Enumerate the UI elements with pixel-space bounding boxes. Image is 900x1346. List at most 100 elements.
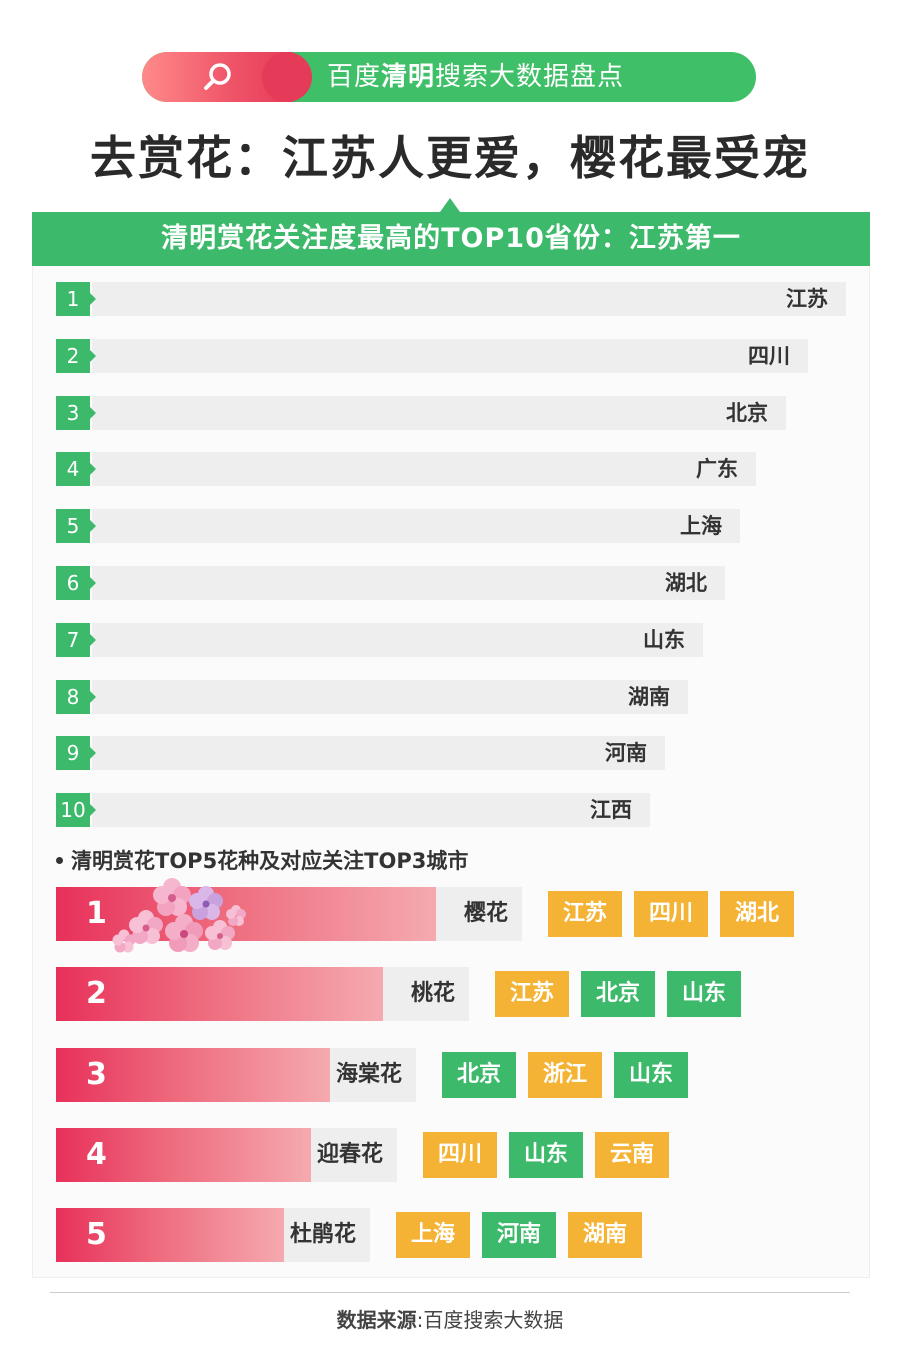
province-row: 7 山东 bbox=[56, 623, 703, 657]
province-row: 10 江西 bbox=[56, 793, 650, 827]
province-bar bbox=[92, 566, 725, 600]
flower-rank-number: 1 bbox=[86, 896, 107, 931]
province-bar bbox=[92, 793, 650, 827]
province-row: 5 上海 bbox=[56, 509, 740, 543]
province-name: 江苏 bbox=[786, 287, 828, 311]
pill-title-prefix: 百度 bbox=[327, 62, 382, 92]
province-rank-badge: 7 bbox=[56, 623, 96, 657]
city-tag: 山东 bbox=[614, 1052, 688, 1098]
city-tag: 湖北 bbox=[720, 891, 794, 937]
blossom bbox=[129, 910, 163, 944]
flower-bar bbox=[56, 1208, 284, 1262]
data-source-separator: : bbox=[416, 1308, 424, 1332]
province-name: 山东 bbox=[643, 628, 685, 652]
data-source-value: 百度搜索大数据 bbox=[423, 1308, 564, 1332]
city-tag: 江苏 bbox=[495, 971, 569, 1017]
city-tag: 云南 bbox=[595, 1132, 669, 1178]
province-row: 9 河南 bbox=[56, 736, 665, 770]
province-name: 江西 bbox=[590, 798, 632, 822]
flower-name: 樱花 bbox=[463, 901, 508, 926]
province-rank-badge: 9 bbox=[56, 736, 96, 770]
province-rank-badge: 6 bbox=[56, 566, 96, 600]
data-source-label: 数据来源 bbox=[336, 1308, 417, 1332]
flower-name: 桃花 bbox=[410, 981, 455, 1006]
city-tag: 河南 bbox=[482, 1212, 556, 1258]
title-pill: 百度清明搜索大数据盘点 bbox=[142, 52, 756, 102]
search-icon bbox=[204, 63, 231, 90]
pill-title-highlight: 清明 bbox=[381, 62, 436, 92]
province-bar bbox=[92, 680, 688, 714]
province-name: 河南 bbox=[605, 741, 647, 765]
city-tag: 北京 bbox=[581, 971, 655, 1017]
province-name: 上海 bbox=[680, 514, 722, 538]
province-bar bbox=[92, 452, 756, 486]
footer-divider bbox=[50, 1292, 850, 1293]
city-tag: 湖南 bbox=[568, 1212, 642, 1258]
bullet-dot bbox=[56, 856, 63, 864]
pill-title-suffix: 搜索大数据盘点 bbox=[435, 62, 625, 92]
flower-bar bbox=[56, 967, 383, 1021]
city-tag: 北京 bbox=[442, 1052, 516, 1098]
flower-row: 2 桃花 江苏 北京 山东 bbox=[56, 967, 836, 1021]
province-rank-badge: 4 bbox=[56, 452, 96, 486]
province-name: 北京 bbox=[726, 401, 768, 425]
flower-bar bbox=[56, 1048, 330, 1102]
flower-section-title: 清明赏花TOP5花种及对应关注TOP3城市 bbox=[56, 846, 468, 876]
city-tag: 四川 bbox=[423, 1132, 497, 1178]
province-row: 1 江苏 bbox=[56, 282, 846, 316]
province-rank-badge: 8 bbox=[56, 680, 96, 714]
flower-rank-number: 4 bbox=[86, 1137, 107, 1172]
province-bar bbox=[92, 623, 703, 657]
city-tag: 江苏 bbox=[548, 891, 622, 937]
province-bar bbox=[92, 736, 665, 770]
province-row: 6 湖北 bbox=[56, 566, 725, 600]
flower-row: 3 海棠花 北京 浙江 山东 bbox=[56, 1048, 836, 1102]
blossom bbox=[165, 914, 203, 952]
province-row: 3 北京 bbox=[56, 396, 786, 430]
blossom bbox=[189, 886, 223, 920]
flower-rank-number: 5 bbox=[86, 1217, 107, 1252]
flower-row: 5 杜鹃花 上海 河南 湖南 bbox=[56, 1208, 836, 1262]
pill-accent-cap bbox=[262, 52, 312, 102]
province-rank-badge: 10 bbox=[56, 793, 96, 827]
flower-name: 杜鹃花 bbox=[289, 1222, 356, 1247]
flower-name: 迎春花 bbox=[316, 1142, 383, 1167]
flower-section-title-text: 清明赏花TOP5花种及对应关注TOP3城市 bbox=[71, 849, 469, 873]
flower-name: 海棠花 bbox=[335, 1062, 402, 1087]
flower-rank-number: 2 bbox=[86, 976, 107, 1011]
blossom bbox=[226, 905, 246, 926]
province-bar bbox=[92, 282, 846, 316]
header-notch bbox=[440, 198, 460, 212]
flower-row: 1 樱花 江苏 四川 湖北 bbox=[56, 887, 836, 941]
chart-header: 清明赏花关注度最高的TOP10省份：江苏第一 bbox=[32, 212, 870, 266]
city-tag: 上海 bbox=[396, 1212, 470, 1258]
blossom bbox=[153, 878, 191, 916]
province-rank-badge: 2 bbox=[56, 339, 96, 373]
headline: 去赏花：江苏人更爱，樱花最受宠 bbox=[90, 131, 810, 185]
province-row: 2 四川 bbox=[56, 339, 808, 373]
province-name: 四川 bbox=[748, 344, 790, 368]
city-tag: 浙江 bbox=[528, 1052, 602, 1098]
pill-title: 百度清明搜索大数据盘点 bbox=[327, 52, 624, 102]
blossom bbox=[205, 920, 235, 950]
province-rank-badge: 5 bbox=[56, 509, 96, 543]
flower-row: 4 迎春花 四川 山东 云南 bbox=[56, 1128, 836, 1182]
province-row: 4 广东 bbox=[56, 452, 756, 486]
flower-bar bbox=[56, 1128, 311, 1182]
flower-rank-number: 3 bbox=[86, 1057, 107, 1092]
province-name: 湖北 bbox=[665, 571, 707, 595]
province-bar bbox=[92, 509, 740, 543]
data-source: 数据来源:百度搜索大数据 bbox=[0, 1304, 900, 1333]
city-tag: 山东 bbox=[667, 971, 741, 1017]
province-rank-badge: 1 bbox=[56, 282, 96, 316]
province-name: 湖南 bbox=[628, 685, 670, 709]
province-bar bbox=[92, 339, 808, 373]
cherry-blossom-illustration bbox=[112, 878, 246, 953]
city-tag: 四川 bbox=[634, 891, 708, 937]
blossom bbox=[112, 929, 136, 953]
city-tag: 山东 bbox=[509, 1132, 583, 1178]
province-bar bbox=[92, 396, 786, 430]
province-rank-badge: 3 bbox=[56, 396, 96, 430]
province-row: 8 湖南 bbox=[56, 680, 688, 714]
province-name: 广东 bbox=[696, 457, 738, 481]
